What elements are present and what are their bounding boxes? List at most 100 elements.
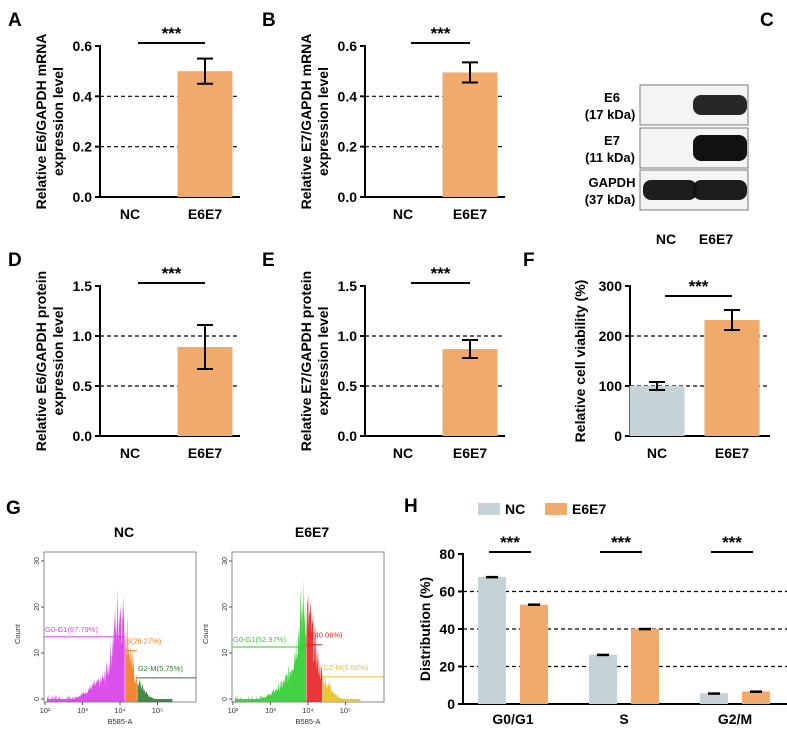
y-tick-label: 1.0 [73, 328, 93, 344]
panel-label: A [8, 10, 22, 31]
panel-B: 0.0 0.2 0.4 0.6 Relative E7/GAPDH mRNA expres… [298, 24, 505, 222]
y-tick-label: 60 [439, 584, 455, 600]
panel-label: C [760, 10, 774, 31]
bar-nc [700, 693, 728, 704]
x-axis-label: B585-A [107, 717, 132, 726]
y-tick-label: 0.0 [73, 428, 93, 444]
significance-stars: *** [689, 277, 709, 296]
bar-e6e7 [177, 71, 233, 197]
x-tick-label: NC [393, 445, 413, 461]
protein-band [693, 95, 747, 115]
y-tick-label: 0.0 [338, 428, 358, 444]
panel-label: H [404, 496, 418, 517]
y-tick-label: 0.0 [338, 189, 358, 205]
legend-label: NC [505, 501, 525, 517]
x-tick-label: G0/G1 [492, 711, 533, 727]
x-tick-label: 10⁴ [114, 706, 126, 715]
panel-label: B [262, 10, 276, 31]
histogram-g2m [137, 678, 173, 702]
y-axis-label: Relative cell viability (%) [572, 280, 588, 443]
gate-label: G0-G1(52.97%) [233, 635, 286, 644]
panel-label: E [262, 250, 275, 271]
x-tick-label: NC [120, 206, 140, 222]
y-tick-label: 0 [447, 696, 455, 712]
y-tick-label: 0.4 [338, 88, 358, 104]
x-tick-label: E6E7 [453, 206, 487, 222]
significance-stars: *** [162, 24, 182, 43]
legend: NC E6E7 [478, 501, 606, 517]
y-axis-label: expression level [50, 67, 66, 176]
panel-label: D [8, 250, 22, 271]
y-axis-label: Relative E6/GAPDH mRNA [33, 34, 49, 210]
flow-plot-title: E6E7 [295, 524, 329, 540]
band-size: (37 kDa) [585, 192, 636, 207]
bar-nc [589, 654, 617, 704]
protein-band [693, 135, 747, 161]
gate-label: G2-M(5.75%) [138, 664, 184, 673]
gate-label: S(26.27%) [126, 637, 162, 646]
histogram-s [125, 618, 137, 702]
y-tick-label: 40 [439, 621, 455, 637]
y-axis-label: Distribution (%) [417, 577, 433, 681]
x-tick-label: NC [120, 445, 140, 461]
x-tick-label: E6E7 [188, 445, 222, 461]
bar-e6e7 [442, 72, 498, 197]
protein-band [693, 180, 747, 200]
x-tick-label: E6E7 [715, 445, 749, 461]
y-axis-label: expression level [315, 67, 331, 176]
significance-stars: *** [611, 533, 631, 552]
y-tick-label: 20 [222, 603, 229, 611]
y-axis-label: expression level [315, 307, 331, 416]
y-tick-label: 0.0 [73, 189, 93, 205]
protein-band [643, 180, 697, 200]
y-axis-label: Count [13, 623, 22, 644]
histogram-g0g1 [46, 588, 125, 702]
legend-label: E6E7 [572, 501, 606, 517]
x-tick-label: E6E7 [453, 445, 487, 461]
y-axis-label: expression level [50, 307, 66, 416]
y-tick-label: 20 [34, 603, 41, 611]
y-tick-label: 10 [222, 649, 229, 657]
lane-label: NC [656, 231, 676, 247]
y-tick-label: 1.5 [338, 278, 358, 294]
bar-nc [478, 576, 506, 704]
flow-plot-e6e7: E6E7 G0-G1(52.97%) S(40.06%) G2-M(6.66%) 0 10… [201, 524, 385, 726]
y-tick-label: 0.5 [73, 378, 93, 394]
significance-stars: *** [431, 24, 451, 43]
legend-swatch [545, 503, 567, 515]
legend-swatch [478, 503, 500, 515]
y-tick-label: 0 [34, 697, 41, 701]
x-tick-label: 10² [40, 706, 51, 715]
x-tick-label: 10³ [77, 706, 88, 715]
band-name: E6 [604, 90, 620, 105]
panel-F: 0 100 200 300 Relative cell viability (%) NC E… [572, 277, 770, 461]
y-tick-label: 300 [599, 278, 623, 294]
y-tick-label: 80 [439, 546, 455, 562]
significance-stars: *** [722, 533, 742, 552]
y-tick-label: 100 [599, 378, 623, 394]
significance-stars: *** [431, 264, 451, 283]
y-tick-label: 10 [34, 649, 41, 657]
x-axis-label: B585-A [295, 717, 320, 726]
lane-label: E6E7 [699, 231, 733, 247]
significance-stars: *** [500, 533, 520, 552]
panel-label: F [523, 250, 535, 271]
x-tick-label: G2/M [718, 711, 752, 727]
panel-E: 0.0 0.5 1.0 1.5 Relative E7/GAPDH protein exp… [298, 264, 505, 461]
y-tick-label: 0 [222, 697, 229, 701]
panel-A: 0.0 0.2 0.4 0.6 Relative E6/GAPDH mRNA expres… [33, 24, 240, 222]
y-tick-label: 30 [222, 557, 229, 565]
bar-e6e7 [704, 320, 760, 436]
x-tick-label: E6E7 [188, 206, 222, 222]
x-tick-label: 10⁵ [340, 706, 351, 715]
bar-e6e7 [442, 349, 498, 436]
y-tick-label: 0.4 [73, 88, 93, 104]
histogram-g2m [322, 674, 361, 702]
x-tick-label: 10⁴ [302, 706, 314, 715]
y-tick-label: 1.5 [73, 278, 93, 294]
bar-e6e7 [631, 628, 659, 704]
band-size: (11 kDa) [585, 150, 635, 165]
band-size: (17 kDa) [585, 107, 636, 122]
